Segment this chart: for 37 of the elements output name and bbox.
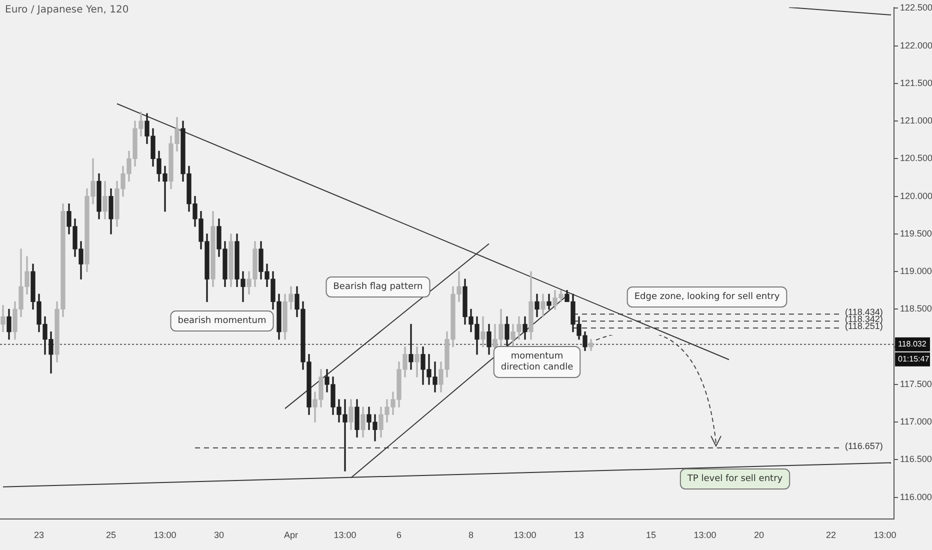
y-tick-label: 122.500 [900,2,932,13]
y-tick-label: 122.000 [900,40,932,50]
x-tick-label: 15 [646,530,656,540]
x-tick-label: 13:00 [694,530,716,540]
x-tick-label: 13 [574,530,584,540]
annotation: Bearish flag pattern [333,282,423,292]
y-tick-label: 119.500 [900,228,932,238]
x-tick-label: 13:00 [514,530,536,540]
series-label: (116.657) [845,440,883,451]
x-tick-label: 8 [468,530,474,540]
y-tick-label: 117.500 [900,378,932,389]
annotation: bearish momentum [178,316,266,326]
x-tick-label: 13:00 [874,530,896,540]
y-tick-label: 119.000 [900,266,932,276]
ref-line-label: 118.032 [898,340,927,349]
y-tick-label: 117.000 [900,416,932,427]
x-tick-label: 25 [106,530,116,540]
y-tick-label: 121.500 [900,78,932,88]
y-tick-label: 116.500 [900,454,932,464]
text: 01:15:47 [898,354,930,364]
y-tick-label: 116.000 [900,492,932,502]
chart-title: Euro / Japanese Yen, 120 [5,4,129,16]
x-tick-label: 6 [396,530,402,540]
y-tick-label: 120.000 [900,190,932,201]
x-tick-label: 13:00 [334,530,356,540]
x-tick-label: Apr [284,530,298,540]
x-tick-label: 22 [826,530,836,540]
x-tick-label: 13:00 [154,530,176,540]
y-tick-label: 118.500 [900,304,932,314]
annotation: TP level for sell entry [686,474,784,484]
annotation: Edge zone, looking for sell entry [634,292,780,302]
x-tick-label: 30 [214,530,224,540]
y-tick-label: 121.000 [900,116,932,126]
x-tick-label: 23 [34,530,44,540]
y-tick-label: 120.500 [900,153,932,164]
annotation: momentum direction candle [500,351,574,372]
x-tick-label: 20 [754,530,764,540]
